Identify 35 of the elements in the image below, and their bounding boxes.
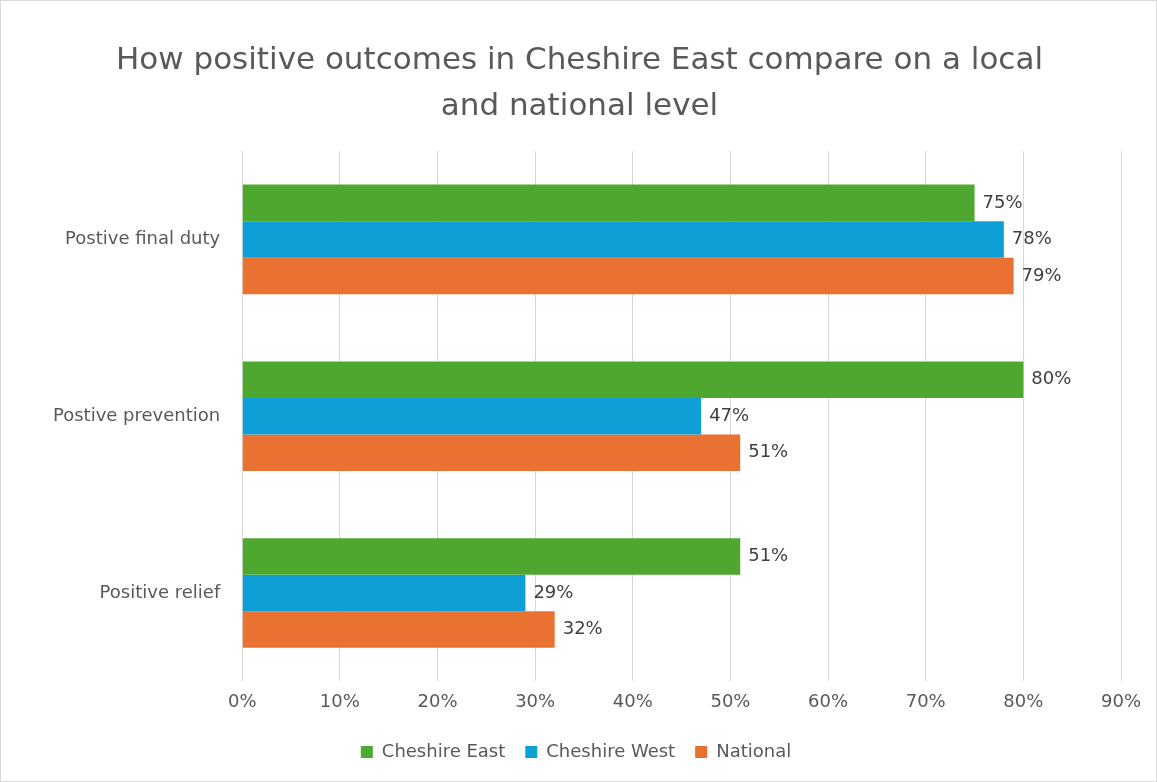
data-label: 32% [562, 617, 603, 639]
data-label: 51% [748, 544, 789, 566]
legend-label: Cheshire West [546, 739, 676, 761]
bar [242, 257, 1014, 295]
data-label: 79% [1021, 263, 1062, 285]
x-tick-label: 80% [1003, 689, 1044, 711]
x-tick-label: 60% [808, 689, 849, 711]
y-tick-label: Positive relief [99, 580, 221, 602]
data-label: 75% [982, 190, 1023, 212]
bar [242, 434, 741, 472]
bar [242, 611, 555, 648]
data-label: 47% [709, 403, 750, 425]
data-label: 29% [533, 580, 574, 602]
legend-label: National [716, 739, 792, 761]
data-label: 78% [1011, 227, 1052, 249]
legend-label: Cheshire East [381, 739, 506, 761]
data-label: 51% [748, 440, 789, 462]
x-tick-label: 50% [710, 689, 751, 711]
x-tick-label: 30% [515, 689, 556, 711]
bar [242, 221, 1004, 258]
x-tick-label: 90% [1100, 689, 1142, 711]
x-tick-label: 0% [227, 689, 257, 711]
chart-title: How positive outcomes in Cheshire East compare on a local and national level [114, 39, 1044, 124]
y-tick-label: Postive final duty [65, 227, 221, 249]
bar [242, 361, 1024, 398]
x-tick-label: 40% [612, 689, 653, 711]
x-tick-label: 10% [319, 689, 360, 711]
x-tick-label: 20% [417, 689, 458, 711]
bar [242, 184, 975, 222]
x-tick-label: 70% [905, 689, 946, 711]
data-label: 80% [1031, 367, 1072, 389]
bar [242, 574, 526, 612]
bar [242, 538, 741, 575]
y-tick-label: Postive prevention [53, 403, 221, 425]
bar [242, 397, 702, 435]
